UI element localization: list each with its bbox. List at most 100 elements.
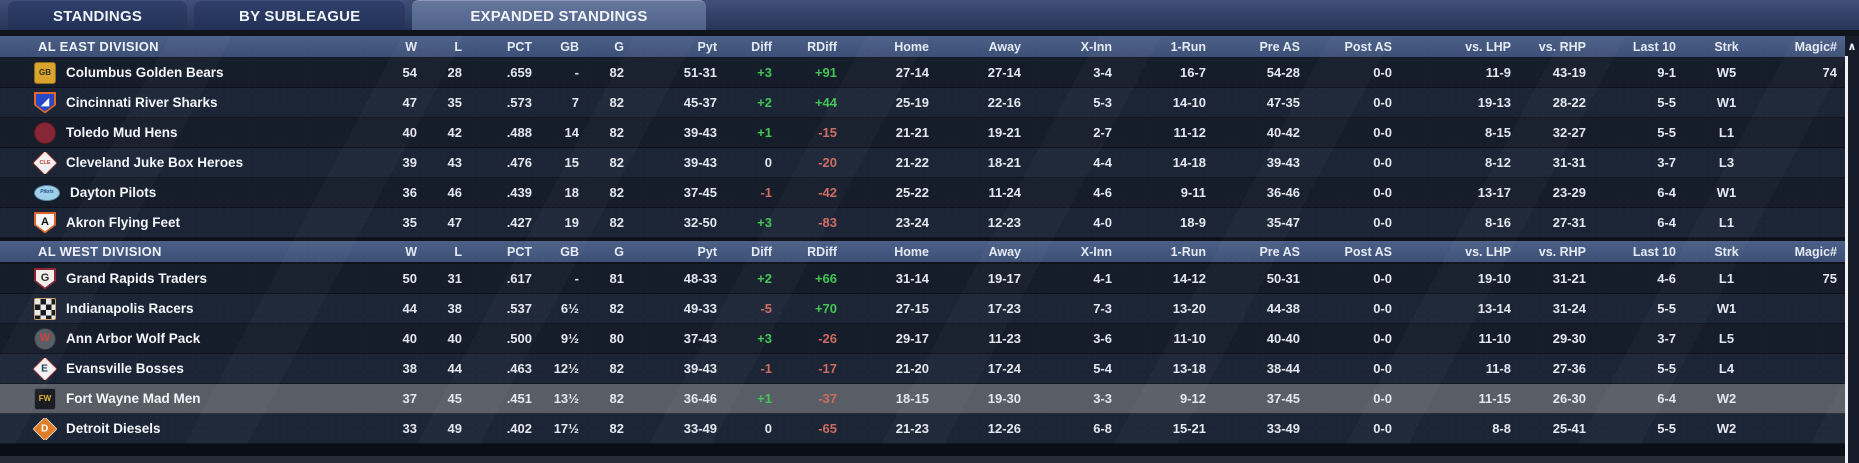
stat-strk: W2 <box>1716 421 1737 436</box>
team-row[interactable]: W Ann Arbor Wolf Pack 40 40 .500 9½ 80 37-43 +3 -… <box>0 324 1845 354</box>
team-name[interactable]: Cincinnati River Sharks <box>66 95 218 110</box>
stat-1-run: 9-12 <box>1179 391 1206 406</box>
stat-post-as: 0-0 <box>1373 361 1392 376</box>
stat-rdiff: -20 <box>818 155 837 170</box>
stat-gb: 12½ <box>553 361 579 376</box>
columbus-golden-bears-logo: GB <box>34 61 56 84</box>
tabbar-divider <box>0 30 1859 36</box>
stat-strk: L1 <box>1718 271 1735 286</box>
column-header-vs-rhp: vs. RHP <box>1538 244 1586 259</box>
stat-pyt: 36-46 <box>683 391 717 406</box>
scrollbar-track[interactable] <box>1845 56 1859 463</box>
stat-l: 44 <box>447 361 462 376</box>
stat-rdiff: +44 <box>814 95 837 110</box>
stat-away: 11-23 <box>988 331 1021 346</box>
division-name: AL WEST DIVISION <box>38 244 162 259</box>
tab-label: EXPANDED STANDINGS <box>470 8 648 25</box>
scroll-up-button[interactable]: ∧ <box>1845 36 1859 56</box>
stat-last-10: 3-7 <box>1657 331 1676 346</box>
stat-x-inn: 3-4 <box>1093 65 1112 80</box>
stat-last-10: 5-5 <box>1657 421 1676 436</box>
scrollbar[interactable]: ∧ <box>1845 36 1859 463</box>
team-name[interactable]: Fort Wayne Mad Men <box>66 391 201 406</box>
column-header-w: W <box>405 244 417 259</box>
team-row[interactable]: D Detroit Diesels 33 49 .402 17½ 82 33-49 0 -65 21… <box>0 414 1845 444</box>
stat-post-as: 0-0 <box>1373 421 1392 436</box>
toledo-mud-hens-logo <box>34 121 56 144</box>
team-name[interactable]: Columbus Golden Bears <box>66 65 224 80</box>
stat-vs-lhp: 11-10 <box>1478 331 1511 346</box>
stat-g: 82 <box>609 95 624 110</box>
team-name[interactable]: Evansville Bosses <box>66 361 184 376</box>
division-name: AL EAST DIVISION <box>38 39 159 54</box>
stat-l: 47 <box>447 215 462 230</box>
team-row[interactable]: Indianapolis Racers 44 38 .537 6½ 82 49-33 -5 +7… <box>0 294 1845 324</box>
team-row[interactable]: GB Columbus Golden Bears 54 28 .659 - 82 51-31 +… <box>0 58 1845 88</box>
stat-diff: -5 <box>760 301 772 316</box>
stat-home: 25-19 <box>895 95 929 110</box>
stat-g: 82 <box>609 391 624 406</box>
column-header-pre-as: Pre AS <box>1259 244 1300 259</box>
stat-pre-as: 37-45 <box>1266 391 1300 406</box>
team-row[interactable]: E Evansville Bosses 38 44 .463 12½ 82 39-43 -1 -1… <box>0 354 1845 384</box>
column-header-post-as: Post AS <box>1344 39 1392 54</box>
column-header-gb: GB <box>560 39 579 54</box>
stat-home: 23-24 <box>895 215 929 230</box>
stat-l: 49 <box>447 421 462 436</box>
team-cell: Indianapolis Racers <box>0 297 380 320</box>
stat-last-10: 5-5 <box>1657 301 1676 316</box>
tab-by-subleague[interactable]: BY SUBLEAGUE <box>194 0 406 30</box>
team-row[interactable]: FW Fort Wayne Mad Men 37 45 .451 13½ 82 36-46 +1… <box>0 384 1845 414</box>
column-header-diff: Diff <box>751 39 772 54</box>
stat-rdiff: -42 <box>818 185 837 200</box>
team-row[interactable]: G Grand Rapids Traders 50 31 .617 - 81 48-33 +2 +… <box>0 264 1845 294</box>
stat-vs-lhp: 13-17 <box>1477 185 1511 200</box>
column-header-pct: PCT <box>507 39 532 54</box>
stat-1-run: 16-7 <box>1179 65 1206 80</box>
stat-post-as: 0-0 <box>1373 155 1392 170</box>
team-row[interactable]: ◢ Cincinnati River Sharks 47 35 .573 7 82 45-37… <box>0 88 1845 118</box>
column-header-rdiff: RDiff <box>807 39 837 54</box>
team-name[interactable]: Detroit Diesels <box>66 421 161 436</box>
stat-vs-rhp: 31-31 <box>1552 155 1586 170</box>
stat-pct: .476 <box>506 155 532 170</box>
team-name[interactable]: Ann Arbor Wolf Pack <box>66 331 201 346</box>
team-row[interactable]: Pilots Dayton Pilots 36 46 .439 18 82 37-45 -1 -4… <box>0 178 1845 208</box>
stat-pct: .659 <box>506 65 532 80</box>
team-name[interactable]: Toledo Mud Hens <box>66 125 178 140</box>
stat-1-run: 11-10 <box>1173 331 1206 346</box>
stat-pre-as: 35-47 <box>1266 215 1300 230</box>
stat-rdiff: -83 <box>818 215 837 230</box>
scrollbar-thumb[interactable] <box>1845 56 1848 463</box>
column-header-post-as: Post AS <box>1344 244 1392 259</box>
team-row[interactable]: A Akron Flying Feet 35 47 .427 19 82 32-50 +3 -83… <box>0 208 1845 238</box>
stat-pyt: 39-43 <box>683 361 717 376</box>
team-row[interactable]: Toledo Mud Hens 40 42 .488 14 82 39-43 +1 -15 21-… <box>0 118 1845 148</box>
stat-l: 40 <box>447 331 462 346</box>
team-name[interactable]: Indianapolis Racers <box>66 301 194 316</box>
tab-standings[interactable]: STANDINGS <box>8 0 188 30</box>
column-header-pyt: Pyt <box>697 39 717 54</box>
tab-expanded-standings[interactable]: EXPANDED STANDINGS <box>412 0 706 30</box>
team-cell: W Ann Arbor Wolf Pack <box>0 327 380 350</box>
stat-w: 54 <box>402 65 417 80</box>
stat-gb: 18 <box>564 185 579 200</box>
stat-pct: .617 <box>506 271 532 286</box>
stat-pyt: 39-43 <box>683 125 717 140</box>
stat-strk: L5 <box>1718 331 1735 346</box>
team-name[interactable]: Dayton Pilots <box>70 185 157 200</box>
column-header-1-run: 1-Run <box>1170 39 1206 54</box>
stat-1-run: 15-21 <box>1172 421 1206 436</box>
stat-x-inn: 6-8 <box>1093 421 1112 436</box>
team-name[interactable]: Cleveland Juke Box Heroes <box>66 155 244 170</box>
stat-vs-rhp: 26-30 <box>1552 391 1586 406</box>
column-header-g: G <box>614 244 624 259</box>
team-name[interactable]: Akron Flying Feet <box>66 215 181 230</box>
team-name[interactable]: Grand Rapids Traders <box>66 271 208 286</box>
team-row[interactable]: CLE Cleveland Juke Box Heroes 39 43 .476 15 82… <box>0 148 1845 178</box>
stat-rdiff: +66 <box>814 271 837 286</box>
stat-x-inn: 5-3 <box>1093 95 1112 110</box>
stat-vs-lhp: 11-9 <box>1485 65 1511 80</box>
stat-1-run: 11-12 <box>1173 125 1206 140</box>
stat-vs-lhp: 8-15 <box>1484 125 1511 140</box>
